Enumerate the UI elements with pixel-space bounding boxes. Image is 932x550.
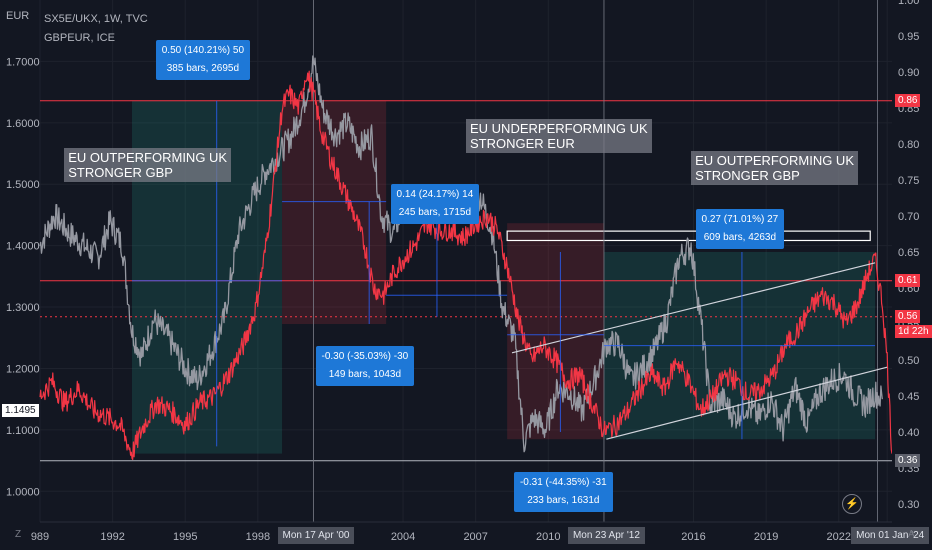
left-tick-label: 1.4000 <box>6 241 40 253</box>
annotation-note[interactable]: EU UNDERPERFORMING UK STRONGER EUR <box>466 118 652 153</box>
x-axis: 989 1992 1995 1998 2004 2007 2010 2016 2019 2022 <box>0 521 932 550</box>
x-tick-label: 1992 <box>100 531 124 543</box>
left-tick-label: 1.7000 <box>6 56 40 68</box>
left-axis-unit: EUR <box>6 10 30 22</box>
x-tick-label: 1998 <box>246 531 270 543</box>
x-tick-label: 989 <box>31 531 49 543</box>
right-tick-label: 0.45 <box>898 391 919 403</box>
measurement-box[interactable]: -0.31 (-44.35%) -31 233 bars, 1631d <box>513 471 613 512</box>
auto-scale-button[interactable]: A <box>908 529 915 540</box>
annotation-line: STRONGER EUR <box>470 135 575 151</box>
left-tick-label: 1.2000 <box>6 363 40 375</box>
annotation-line: EU OUTPERFORMING UK <box>695 153 854 169</box>
x-tick-label: Mon 17 Apr '00 <box>277 527 355 544</box>
x-tick-label: 2016 <box>681 531 705 543</box>
x-tick-label: 2004 <box>391 531 415 543</box>
x-tick-label: 2022 <box>827 531 851 543</box>
x-tick-label: 2010 <box>536 531 560 543</box>
measurement-box[interactable]: 0.50 (140.21%) 50 385 bars, 2695d <box>155 39 251 80</box>
level-tag: 0.36 <box>895 453 921 467</box>
zoom-button[interactable]: Z <box>15 529 22 540</box>
measurement-line: -0.31 (-44.35%) -31 <box>519 476 607 488</box>
secondary-symbol[interactable]: GBPEUR, ICE <box>44 32 115 44</box>
x-tick-label: 2007 <box>463 531 487 543</box>
ratio-line <box>39 70 893 461</box>
measurement-line: 0.50 (140.21%) 50 <box>161 44 245 56</box>
left-tick-label: 1.5000 <box>6 179 40 191</box>
countdown-tag: 1d 22h <box>895 324 932 338</box>
x-tick-label: Mon 23 Apr '12 <box>567 527 645 544</box>
x-axis-bg <box>0 522 932 550</box>
channel-line <box>606 366 888 440</box>
measurement-line: 149 bars, 1043d <box>328 368 401 380</box>
annotation-line: STRONGER GBP <box>695 168 800 184</box>
x-tick-label: 1995 <box>173 531 197 543</box>
x-tick-label: Mon 01 Jan '24 <box>851 527 930 544</box>
current-value-tag: 1.1495 <box>2 404 39 417</box>
lightning-icon[interactable]: ⚡ <box>842 494 862 514</box>
annotation-note[interactable]: EU OUTPERFORMING UK STRONGER GBP <box>64 147 232 182</box>
annotation-note[interactable]: EU OUTPERFORMING UK STRONGER GBP <box>691 151 858 186</box>
measurement-line: 385 bars, 2695d <box>166 62 240 74</box>
left-axis: 1.7000 1.6000 1.5000 1.4000 1.3000 1.2000 1.10… <box>6 56 40 498</box>
measurement-line: 245 bars, 1715d <box>398 206 472 218</box>
right-tick-label: 0.40 <box>898 427 919 439</box>
left-tick-label: 1.6000 <box>6 118 40 130</box>
right-tick-label: 0.75 <box>898 175 919 187</box>
trend-channel <box>511 262 888 440</box>
left-tick-label: 1.3000 <box>6 302 40 314</box>
annotation-line: EU OUTPERFORMING UK <box>68 149 228 165</box>
x-tick-label: 2019 <box>754 531 778 543</box>
annotation-line: STRONGER GBP <box>68 164 173 180</box>
level-tag: 0.86 <box>895 93 921 107</box>
right-tick-label: 0.50 <box>898 355 919 367</box>
level-tag: 0.61 <box>895 273 921 287</box>
measurement-line: 609 bars, 4263d <box>703 231 776 243</box>
measurement-box[interactable]: 0.27 (71.01%) 27 609 bars, 4263d <box>695 208 785 249</box>
level-tag: 0.56 <box>895 309 921 323</box>
shaded-zone <box>507 223 604 440</box>
measurement-box[interactable]: 0.14 (24.17%) 14 245 bars, 1715d <box>390 183 480 224</box>
level-lines <box>40 100 892 462</box>
measurement-line: -0.30 (-35.03%) -30 <box>321 350 409 362</box>
symbol-title[interactable]: SX5E/UKX, 1W, TVC <box>44 13 148 25</box>
right-tick-label: 0.70 <box>898 211 919 223</box>
right-tick-label: 0.30 <box>898 499 919 511</box>
left-tick-label: 1.1000 <box>6 425 40 437</box>
measurement-line: 0.27 (71.01%) 27 <box>701 213 779 225</box>
channel-line <box>511 262 876 354</box>
left-tick-label: 1.0000 <box>6 486 40 498</box>
right-tick-label: 0.80 <box>898 139 919 151</box>
measurement-box[interactable]: -0.30 (-35.03%) -30 149 bars, 1043d <box>315 345 415 386</box>
measurement-line: 0.14 (24.17%) 14 <box>396 188 474 200</box>
right-tick-label: 0.95 <box>898 31 919 43</box>
right-tick-label: 1.00 <box>898 0 919 7</box>
measurement-line: 233 bars, 1631d <box>527 494 600 506</box>
right-tick-label: 0.90 <box>898 67 919 79</box>
right-tick-label: 0.65 <box>898 247 919 259</box>
ratio-series <box>39 70 893 461</box>
annotation-line: EU UNDERPERFORMING UK <box>470 120 648 136</box>
